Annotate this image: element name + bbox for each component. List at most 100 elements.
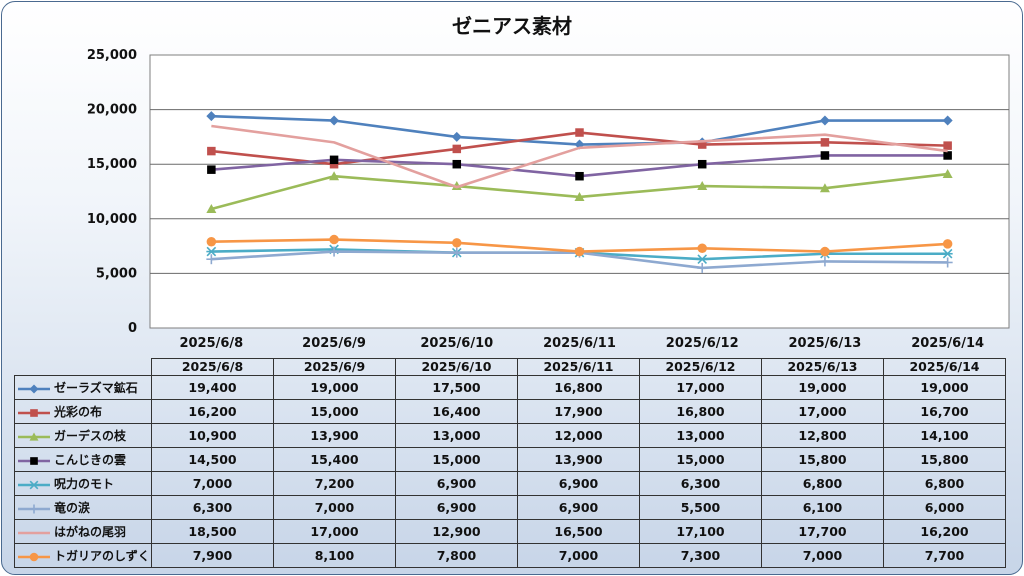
data-point (697, 140, 707, 149)
table-header-row: 2025/6/8 2025/6/9 2025/6/10 2025/6/11 2025/6… (15, 358, 1006, 376)
table-cell: 5,500 (639, 495, 762, 520)
series-name: はがねの尾羽 (54, 525, 127, 539)
table-cell: 6,900 (395, 495, 518, 520)
table-cell: 6,000 (883, 495, 1006, 520)
data-point (575, 171, 584, 181)
table-column-header: 2025/6/12 (639, 358, 762, 376)
series-name: こんじきの雲 (54, 453, 127, 467)
table-cell: 12,800 (761, 423, 884, 448)
legend-key-marker (29, 384, 39, 393)
legend-key (18, 408, 50, 417)
plot-area (149, 54, 1010, 329)
y-tick-label: 10,000 (87, 212, 137, 227)
data-point (820, 151, 830, 160)
data-point (207, 146, 216, 156)
data-point (943, 141, 952, 150)
marker-stroke (206, 246, 217, 257)
data-point (206, 203, 217, 213)
series-line (211, 124, 948, 189)
y-tick-label: 0 (128, 321, 137, 336)
marker-stroke (942, 248, 953, 259)
table-cell: 6,800 (883, 471, 1006, 496)
marker-stroke (697, 254, 708, 265)
legend-key-marker (29, 432, 39, 441)
table-cell: 15,000 (273, 399, 396, 424)
legend-key (18, 552, 50, 561)
table-cell: 15,000 (395, 447, 518, 472)
series-label-cell: ゼーラズマ鉱石 (14, 375, 152, 400)
table-cell: 6,300 (151, 495, 274, 520)
table-row: 光彩の布 16,200 15,000 16,400 17,900 16,800 17,000… (14, 399, 1006, 424)
data-point (206, 111, 217, 122)
table-cell: 19,000 (883, 375, 1006, 400)
series-6 (211, 124, 948, 189)
data-point (206, 236, 217, 247)
legend-key (18, 531, 50, 534)
data-point (329, 115, 340, 126)
data-point (451, 131, 462, 142)
table-cell: 17,000 (639, 375, 762, 400)
table-cell: 16,500 (517, 519, 640, 544)
table-cell: 12,900 (395, 519, 518, 544)
series-name: 光彩の布 (54, 405, 103, 419)
table-column-header: 2025/6/9 (273, 358, 396, 376)
series-label-cell: トガリアのしずく (14, 543, 152, 568)
data-point (451, 181, 462, 191)
table-cell: 7,200 (273, 471, 396, 496)
table-cell: 10,900 (151, 423, 274, 448)
table-cell: 7,000 (151, 471, 274, 496)
data-table: 2025/6/8 2025/6/9 2025/6/10 2025/6/11 2025/6… (14, 358, 1006, 568)
series-label-cell: 竜の涙 (14, 495, 152, 520)
data-point (207, 165, 216, 174)
table-cell: 6,100 (761, 495, 884, 520)
table-row: トガリアのしずく 7,900 8,100 7,800 7,000 7,300 7,000 7,… (14, 543, 1006, 568)
table-cell: 15,800 (883, 447, 1006, 472)
data-point (697, 262, 708, 273)
data-point (452, 238, 462, 248)
table-row: はがねの尾羽 18,500 17,000 12,900 16,500 17,100 17,7… (14, 519, 1006, 544)
data-point (942, 239, 953, 249)
series-3 (207, 151, 952, 181)
table-cell: 16,700 (883, 399, 1006, 424)
data-point (820, 246, 830, 257)
table-cell: 8,100 (273, 543, 396, 568)
legend-key-marker (29, 504, 39, 513)
x-tick-label: 2025/6/11 (543, 336, 616, 351)
table-cell: 7,300 (639, 543, 762, 568)
table-cell: 7,000 (273, 495, 396, 520)
data-point (575, 128, 584, 137)
data-point (452, 159, 462, 169)
table-cell: 16,800 (639, 399, 762, 424)
data-point (574, 246, 585, 257)
table-cell: 18,500 (151, 519, 274, 544)
table-cell: 13,900 (517, 447, 640, 472)
table-row: ガーデスの枝 10,900 13,900 13,000 12,000 13,000 12,8… (14, 423, 1006, 448)
series-name: 呪力のモト (54, 477, 115, 491)
table-column-header: 2025/6/11 (517, 358, 640, 376)
y-tick-label: 20,000 (87, 103, 137, 118)
data-point (820, 138, 830, 147)
data-point (819, 115, 830, 126)
legend-key (18, 384, 50, 393)
series-name: 竜の涙 (54, 501, 91, 515)
table-cell: 17,700 (761, 519, 884, 544)
chart-title: ゼニアス素材 (452, 14, 572, 38)
table-cell: 13,900 (273, 423, 396, 448)
data-point (452, 144, 462, 154)
x-tick-label: 2025/6/12 (666, 336, 739, 351)
data-point (942, 115, 953, 126)
y-tick-label: 5,000 (96, 266, 137, 281)
table-cell: 16,200 (151, 399, 274, 424)
series-label-cell: 呪力のモト (14, 471, 152, 496)
table-cell: 6,800 (761, 471, 884, 496)
table-cell: 16,200 (883, 519, 1006, 544)
table-cell: 6,900 (517, 471, 640, 496)
x-tick-label: 2025/6/10 (420, 336, 493, 351)
series-label-cell: こんじきの雲 (14, 447, 152, 472)
series-label-cell: はがねの尾羽 (14, 519, 152, 544)
table-column-header: 2025/6/8 (151, 358, 274, 376)
table-cell: 17,100 (639, 519, 762, 544)
data-point (329, 159, 339, 169)
line-chart: 0 5,000 10,000 15,000 20,000 25,000 2025/6/8 20… (87, 48, 1010, 351)
series-name: トガリアのしずく (54, 549, 150, 563)
